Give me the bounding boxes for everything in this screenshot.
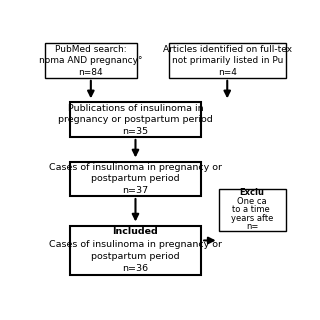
Text: Exclu: Exclu [240, 188, 265, 197]
Text: pregnancy or postpartum period: pregnancy or postpartum period [58, 115, 213, 124]
Text: n=36: n=36 [123, 264, 148, 273]
Text: Publications of insulinoma in: Publications of insulinoma in [68, 104, 203, 113]
Text: years afte: years afte [231, 213, 273, 222]
FancyBboxPatch shape [70, 226, 201, 275]
Text: One ca: One ca [237, 197, 267, 206]
Text: Included: Included [113, 227, 158, 236]
Text: n=: n= [246, 222, 258, 231]
Text: not primarily listed in Pu: not primarily listed in Pu [172, 56, 283, 65]
FancyBboxPatch shape [70, 102, 201, 137]
Text: postpartum period: postpartum period [91, 174, 180, 183]
FancyBboxPatch shape [45, 43, 137, 78]
FancyBboxPatch shape [219, 189, 285, 231]
Text: PubMed search:: PubMed search: [55, 44, 127, 53]
Text: n=35: n=35 [123, 127, 148, 136]
Text: Cases of insulinoma in pregnancy or: Cases of insulinoma in pregnancy or [49, 240, 222, 249]
Text: Cases of insulinoma in pregnancy or: Cases of insulinoma in pregnancy or [49, 163, 222, 172]
Text: noma AND pregnancy°: noma AND pregnancy° [39, 56, 143, 65]
Text: to a time: to a time [232, 205, 272, 214]
Text: n=37: n=37 [123, 186, 148, 195]
Text: n=4: n=4 [218, 68, 237, 76]
Text: n=84: n=84 [78, 68, 103, 76]
FancyBboxPatch shape [70, 162, 201, 196]
FancyBboxPatch shape [169, 43, 285, 78]
Text: Articles identified on full-tex: Articles identified on full-tex [163, 44, 292, 53]
Text: postpartum period: postpartum period [91, 252, 180, 261]
